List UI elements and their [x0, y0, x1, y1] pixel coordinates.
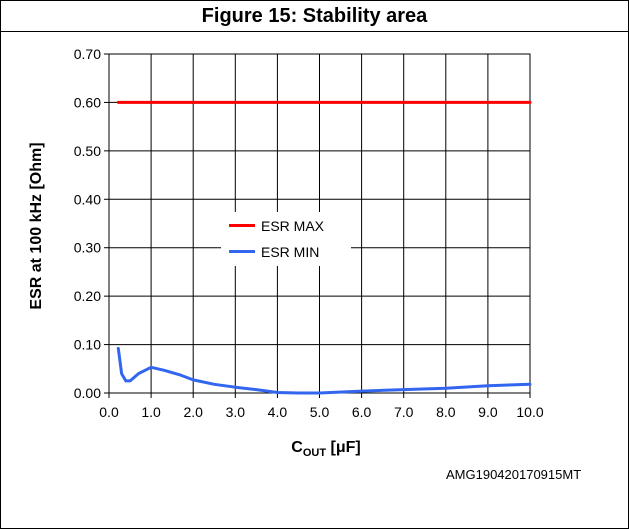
legend-label-esr-max: ESR MAX [261, 218, 325, 234]
x-tick-label: 3.0 [226, 404, 246, 420]
y-tick-label: 0.70 [74, 46, 101, 62]
legend-item-esr-max: ESR MAX [221, 216, 351, 236]
legend-swatch-esr-min [229, 250, 255, 253]
y-tick-label: 0.20 [74, 288, 101, 304]
y-axis-label: ESR at 100 kHz [Ohm] [28, 142, 45, 310]
x-tick-label: 4.0 [268, 404, 288, 420]
x-tick-label: 6.0 [352, 404, 372, 420]
x-tick-label: 7.0 [394, 404, 414, 420]
y-tick-label: 0.10 [74, 337, 101, 353]
chart-title: Figure 15: Stability area [201, 5, 428, 27]
y-tick-label: 0.60 [74, 94, 101, 110]
document-code: AMG190420170915MT [446, 467, 582, 482]
legend: ESR MAX ESR MIN [221, 212, 351, 266]
legend-swatch-esr-max [229, 224, 255, 227]
x-axis-label-subscript: OUT [302, 447, 327, 460]
legend-item-esr-min: ESR MIN [221, 242, 351, 262]
x-axis-label-main: C [291, 439, 303, 456]
x-tick-label: 5.0 [310, 404, 330, 420]
x-axis-label-unit: [μF] [326, 439, 361, 456]
legend-label-esr-min: ESR MIN [261, 244, 320, 260]
x-tick-label: 10.0 [516, 404, 543, 420]
x-tick-label: 9.0 [478, 404, 498, 420]
title-band: Figure 15: Stability area [1, 1, 628, 32]
x-tick-label: 2.0 [183, 404, 203, 420]
series-line-esr-min [116, 346, 532, 395]
y-tick-label: 0.40 [74, 191, 101, 207]
x-tick-label: 0.0 [99, 404, 119, 420]
x-tick-label: 1.0 [141, 404, 161, 420]
y-tick-label: 0.30 [74, 240, 101, 256]
y-tick-label: 0.00 [74, 385, 101, 401]
x-tick-label: 8.0 [436, 404, 456, 420]
x-axis-label: COUT [μF] [291, 439, 360, 459]
y-tick-label: 0.50 [74, 143, 101, 159]
